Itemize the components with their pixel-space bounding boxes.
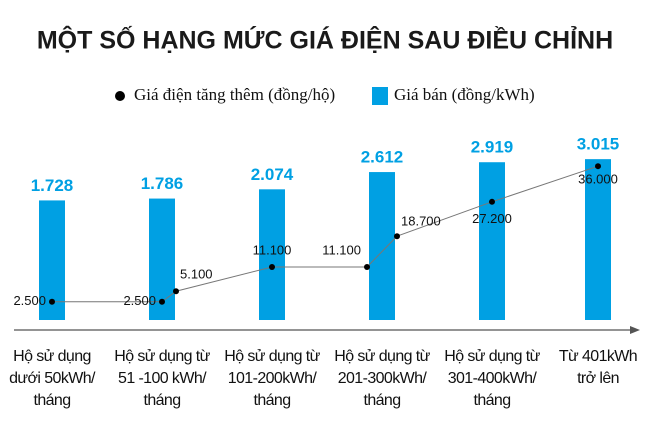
x-tick-label: Hộ sử dụng dưới 50kWh/ tháng <box>9 348 95 409</box>
bar <box>369 172 395 320</box>
legend-label: Giá điện tăng thêm (đồng/hộ) <box>134 85 335 104</box>
line-value-label: 5.100 <box>180 267 213 282</box>
line <box>52 165 599 303</box>
x-tick-label: Hộ sử dụng từ 201-300kWh/ tháng <box>334 348 430 409</box>
bar-value-label: 2.919 <box>471 138 514 157</box>
bar-value-label: 3.015 <box>577 135 620 154</box>
line-point <box>173 288 179 295</box>
x-tick-label: Hộ sử dụng từ 101-200kWh/ tháng <box>224 348 320 409</box>
bar-value-label: 2.074 <box>251 165 294 184</box>
line-value-label: 11.100 <box>253 242 292 257</box>
line-point <box>49 298 55 305</box>
x-axis-arrow <box>630 326 640 334</box>
line-point <box>595 163 601 170</box>
x-tick-label: Hộ sử dụng từ 51 -100 kWh/ tháng <box>114 348 210 409</box>
chart-title: MỘT SỐ HẠNG MỨC GIÁ ĐIỆN SAU ĐIỀU CHỈNH <box>37 25 613 55</box>
legend-marker <box>372 87 388 105</box>
bar <box>479 162 505 320</box>
bar-value-label: 2.612 <box>361 148 404 167</box>
legend-marker <box>115 91 125 101</box>
legend-label: Giá bán (đồng/kWh) <box>394 85 535 104</box>
line-point <box>269 263 275 270</box>
x-tick-label: Hộ sử dụng từ 301-400kWh/ tháng <box>444 348 540 409</box>
bar <box>585 159 611 320</box>
x-tick-label: Từ 401kWh trở lên <box>558 348 638 387</box>
line-value-label: 2.500 <box>123 293 156 308</box>
line-value-label: 36.000 <box>578 172 618 187</box>
line-value-label: 2.500 <box>13 293 46 308</box>
line-point <box>489 198 495 205</box>
line-value-label: 18.700 <box>401 214 441 229</box>
line-point <box>394 233 400 240</box>
bar <box>259 189 285 320</box>
line-point <box>364 263 370 270</box>
line-value-label: 11.100 <box>322 242 361 257</box>
line-value-label: 27.200 <box>472 211 512 226</box>
bar-value-label: 1.728 <box>31 176 74 195</box>
bar-value-label: 1.786 <box>141 174 184 193</box>
line-point <box>159 298 165 305</box>
